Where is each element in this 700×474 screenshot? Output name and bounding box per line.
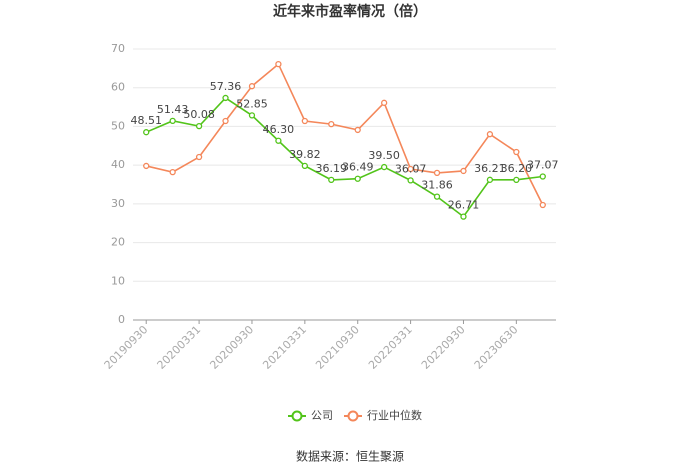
legend-swatch — [291, 410, 303, 422]
data-point — [169, 168, 176, 176]
data-point — [354, 175, 361, 182]
y-tick-label: 70 — [111, 42, 125, 55]
data-label: 31.86 — [421, 179, 453, 192]
data-label: 52.85 — [236, 97, 268, 110]
data-point — [222, 94, 229, 102]
data-point — [539, 201, 546, 209]
data-label: 39.50 — [368, 149, 400, 162]
data-point — [195, 122, 203, 130]
data-point — [486, 176, 494, 183]
data-point — [328, 120, 335, 128]
data-label: 57.36 — [210, 80, 242, 93]
data-point — [407, 165, 414, 173]
legend-label: 公司 — [311, 409, 333, 422]
data-point — [539, 173, 546, 180]
legend-swatch — [347, 410, 359, 422]
data-point — [222, 117, 229, 125]
y-tick-label: 30 — [111, 197, 125, 210]
data-point — [143, 162, 150, 170]
data-label: 36.20 — [501, 162, 533, 175]
data-label: 26.71 — [448, 199, 480, 212]
data-point — [301, 117, 308, 125]
data-point — [513, 148, 520, 156]
data-point — [460, 213, 467, 220]
data-label: 36.07 — [395, 162, 427, 175]
data-label: 36.21 — [474, 162, 506, 175]
data-label: 39.82 — [289, 148, 321, 161]
y-tick-label: 40 — [111, 158, 125, 171]
data-label: 46.30 — [263, 123, 295, 136]
data-point — [381, 163, 388, 171]
y-tick-label: 0 — [118, 313, 125, 326]
y-tick-label: 20 — [111, 236, 125, 249]
legend-label: 行业中位数 — [367, 408, 422, 422]
data-label: 48.51 — [130, 114, 162, 127]
data-point — [169, 117, 176, 125]
y-tick-label: 50 — [111, 119, 125, 132]
series-line — [146, 62, 544, 206]
data-point — [433, 193, 441, 200]
data-point — [301, 162, 308, 169]
data-point — [433, 169, 441, 177]
y-tick-label: 10 — [111, 274, 125, 287]
data-point — [275, 137, 282, 144]
data-point — [248, 83, 256, 90]
y-tick-label: 60 — [111, 81, 125, 94]
data-point — [143, 129, 150, 136]
source-note: 数据来源：恒生聚源 — [296, 449, 404, 464]
data-point — [460, 167, 467, 175]
data-point — [407, 177, 414, 184]
data-point — [486, 131, 494, 138]
data-point — [248, 112, 256, 119]
data-label: 36.49 — [342, 161, 374, 174]
data-label: 50.08 — [183, 108, 215, 121]
data-label: 36.19 — [316, 162, 348, 175]
data-label: 51.43 — [157, 103, 189, 116]
x-tick-label: 20200331 — [155, 323, 204, 372]
x-tick-label: 20230630 — [472, 323, 521, 372]
chart-title: 近年来市盈率情况（倍） — [273, 3, 427, 20]
series-line — [145, 96, 543, 218]
data-point — [354, 126, 361, 134]
x-tick-label: 20220930 — [419, 323, 468, 372]
x-tick-label: 20210930 — [313, 323, 362, 372]
x-tick-label: 20190930 — [102, 323, 151, 372]
x-tick-label: 20210331 — [260, 323, 309, 372]
data-point — [381, 99, 388, 106]
x-tick-label: 20220331 — [366, 323, 415, 372]
data-point — [275, 60, 282, 68]
data-point — [195, 153, 203, 161]
data-point — [328, 176, 335, 184]
data-point — [513, 176, 520, 184]
x-tick-label: 20200930 — [207, 323, 256, 372]
data-label: 37.07 — [527, 158, 559, 171]
